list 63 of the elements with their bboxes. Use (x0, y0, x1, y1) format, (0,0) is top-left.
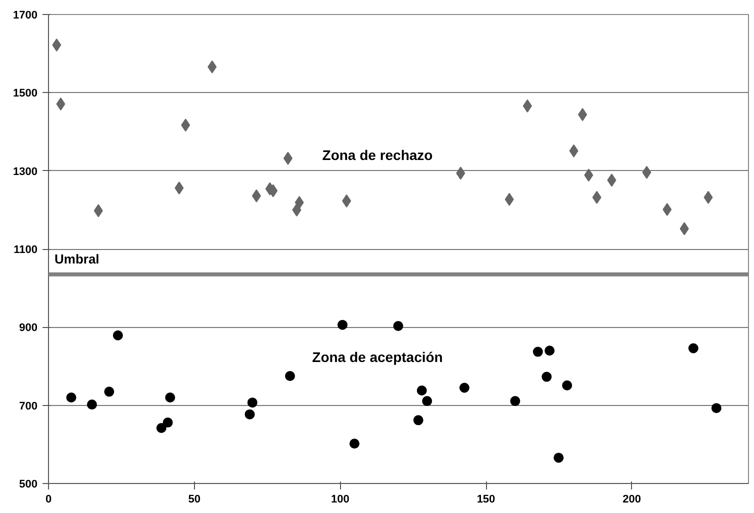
point (504, 192, 514, 206)
point (94, 204, 103, 218)
point (542, 372, 552, 382)
point (181, 118, 190, 132)
point (162, 418, 173, 428)
point (554, 452, 564, 463)
point (711, 403, 722, 414)
point (86, 400, 97, 410)
point (104, 386, 114, 397)
point (174, 182, 184, 195)
point (349, 438, 360, 449)
point (156, 423, 166, 433)
point (283, 152, 292, 165)
point (268, 184, 278, 198)
point (607, 174, 616, 187)
annotation: Zona de aceptación (312, 348, 443, 365)
y-tick-label: 1500 (13, 88, 38, 100)
point (642, 166, 652, 179)
point (52, 38, 62, 52)
x-tick-label: 150 (476, 494, 496, 506)
point (342, 194, 352, 208)
point (208, 60, 217, 74)
point (578, 108, 588, 122)
y-tick-label: 900 (19, 322, 38, 334)
ref-line-label: Umbral (54, 251, 100, 266)
point (456, 166, 466, 180)
point (569, 144, 578, 158)
point (413, 415, 424, 426)
point (247, 398, 258, 408)
point (680, 222, 689, 236)
x-tick-label: 0 (45, 494, 52, 506)
point (532, 346, 543, 357)
point (338, 320, 348, 330)
point (704, 190, 713, 204)
point (584, 168, 594, 182)
point (510, 396, 520, 406)
annotation: Zona de rechazo (322, 147, 433, 164)
point (244, 409, 255, 420)
y-tick-label: 500 (19, 478, 38, 490)
y-tick-label: 1100 (14, 244, 38, 256)
point (459, 382, 470, 393)
y-tick-label: 1300 (13, 166, 38, 178)
point (56, 98, 66, 110)
point (393, 321, 404, 331)
point (422, 396, 432, 406)
point (416, 385, 427, 396)
point (544, 346, 555, 356)
point (252, 189, 261, 202)
point (562, 380, 572, 390)
y-tick-label: 1700 (13, 10, 38, 22)
point (285, 371, 295, 382)
point (294, 196, 304, 209)
y-tick-label: 700 (19, 400, 38, 412)
point (592, 190, 602, 204)
x-tick-label: 100 (330, 494, 350, 506)
point (688, 343, 698, 354)
point (112, 330, 123, 340)
point (66, 392, 76, 403)
point (165, 392, 176, 403)
x-tick-label: 50 (188, 494, 200, 506)
x-tick-label: 200 (622, 494, 642, 506)
point (662, 203, 672, 216)
point (522, 99, 532, 112)
